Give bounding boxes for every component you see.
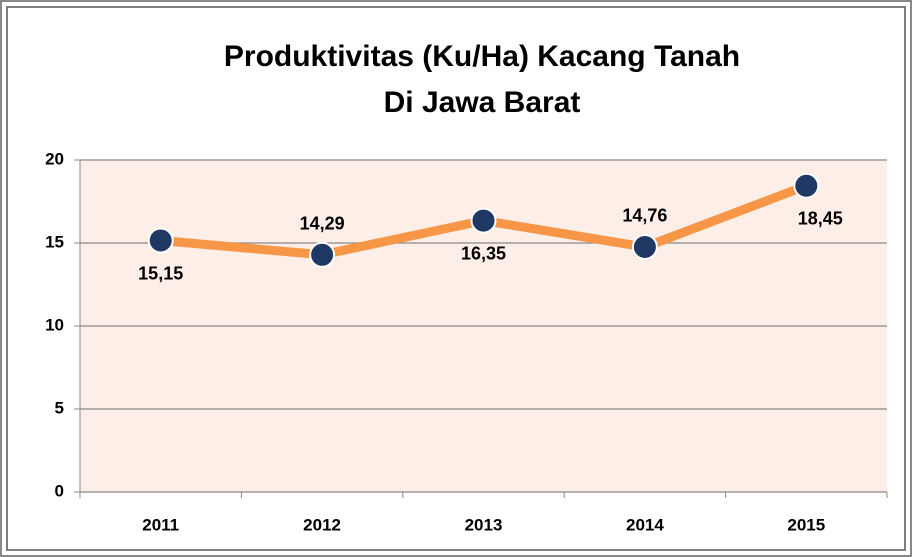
- data-label: 16,35: [461, 243, 506, 263]
- chart-title: Produktivitas (Ku/Ha) Kacang Tanah: [224, 40, 740, 73]
- x-tick-label: 2011: [142, 515, 179, 534]
- x-tick-label: 2013: [465, 515, 503, 534]
- data-label: 14,76: [622, 206, 667, 226]
- data-point: [470, 207, 497, 234]
- data-label: 14,29: [300, 214, 345, 234]
- x-tick-label: 2014: [626, 515, 664, 534]
- y-tick-label: 10: [45, 315, 64, 334]
- x-tick-label: 2012: [303, 515, 341, 534]
- y-tick-label: 0: [55, 481, 64, 500]
- y-tick-label: 5: [55, 398, 64, 417]
- chart-title: Di Jawa Barat: [384, 86, 581, 119]
- y-tick-label: 20: [45, 149, 64, 168]
- data-label: 18,45: [798, 208, 843, 228]
- x-tick-label: 2015: [787, 515, 825, 534]
- y-tick-label: 15: [45, 232, 64, 251]
- data-point: [631, 233, 658, 260]
- data-point: [309, 241, 336, 268]
- data-point: [147, 227, 174, 254]
- data-label: 15,15: [138, 263, 183, 283]
- data-point: [793, 172, 820, 199]
